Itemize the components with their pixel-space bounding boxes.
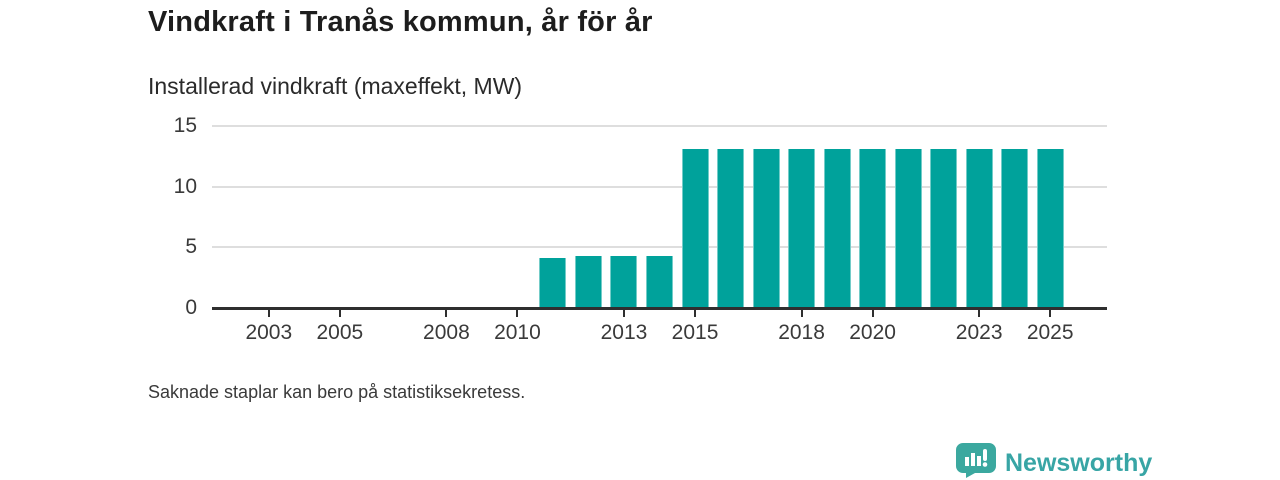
- y-tick-label-0: 0: [185, 296, 197, 319]
- x-tick-2015: [694, 310, 697, 317]
- newsworthy-logo-icon: [956, 443, 996, 480]
- x-tick-label-2005: 2005: [316, 321, 364, 344]
- x-tick-2008: [445, 310, 448, 317]
- x-tick-label-2023: 2023: [955, 321, 1003, 344]
- bar-2020: [859, 149, 887, 308]
- bar-2021: [894, 149, 922, 308]
- x-tick-2005: [338, 310, 341, 317]
- bar-2017: [752, 149, 780, 308]
- x-tick-label-2008: 2008: [423, 321, 470, 344]
- x-tick-label-2015: 2015: [671, 321, 719, 344]
- newsworthy-logo[interactable]: Newsworthy: [956, 443, 1152, 480]
- bar-2025: [1036, 149, 1064, 308]
- bar-2024: [1001, 149, 1029, 308]
- bar-2019: [823, 149, 851, 308]
- bar-2012: [574, 255, 602, 308]
- bar-2018: [788, 149, 816, 308]
- gridline-15: [212, 125, 1107, 128]
- y-tick-label-5: 5: [185, 235, 197, 259]
- bar-2016: [717, 149, 745, 308]
- bar-2022: [930, 149, 958, 308]
- x-tick-label-2010: 2010: [494, 321, 541, 344]
- x-tick-label-2025: 2025: [1026, 321, 1074, 344]
- gridline-5: [212, 246, 1107, 249]
- x-tick-2025: [1049, 310, 1052, 317]
- x-tick-2020: [871, 310, 874, 317]
- x-tick-2003: [267, 310, 270, 317]
- x-tick-2010: [516, 310, 519, 317]
- bar-2015: [681, 149, 709, 308]
- y-tick-label-15: 15: [173, 114, 197, 138]
- x-axis-line: [212, 307, 1107, 310]
- newsworthy-logo-text: Newsworthy: [1005, 448, 1153, 477]
- chart-title: Vindkraft i Tranås kommun, år för år: [148, 6, 653, 38]
- x-tick-2018: [800, 310, 803, 317]
- x-tick-2023: [978, 310, 981, 317]
- x-tick-label-2018: 2018: [778, 321, 825, 344]
- x-tick-label-2013: 2013: [600, 321, 648, 344]
- x-tick-label-2003: 2003: [245, 321, 293, 344]
- bar-2013: [610, 255, 638, 308]
- bar-2011: [539, 258, 567, 308]
- chart-footnote: Saknade staplar kan bero på statistiksek…: [148, 382, 526, 402]
- x-tick-2013: [622, 310, 625, 317]
- bar-2014: [646, 255, 673, 308]
- chart-subtitle: Installerad vindkraft (maxeffekt, MW): [148, 73, 523, 99]
- bar-2023: [965, 149, 993, 308]
- y-tick-label-10: 10: [173, 174, 197, 198]
- gridline-10: [212, 185, 1107, 188]
- x-tick-label-2020: 2020: [849, 321, 896, 344]
